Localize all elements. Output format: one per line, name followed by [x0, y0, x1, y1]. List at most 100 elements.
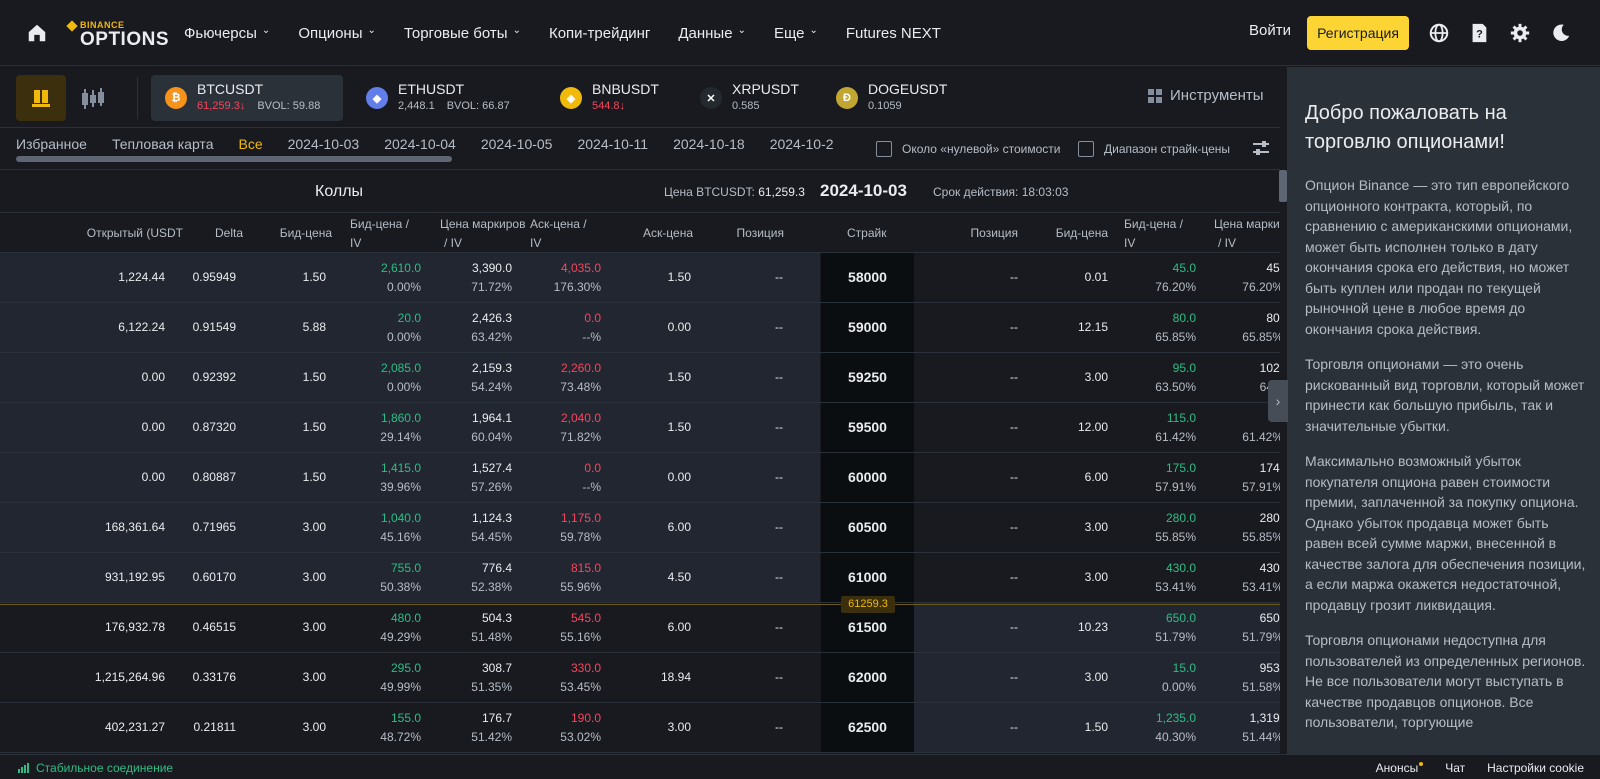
cell-pbidp[interactable]: 15.0 — [1172, 661, 1196, 675]
header-ask-iv[interactable]: Аск-цена / — [530, 217, 587, 231]
cell-delta[interactable]: 0.71965 — [192, 520, 236, 534]
cell-ask[interactable]: 18.94 — [660, 670, 691, 684]
cell-mark[interactable]: 1,124.3 — [471, 511, 512, 525]
cell-pmark[interactable]: 280. — [1259, 511, 1280, 525]
table-row[interactable]: 59500 0.00 0.87320 1.50 1,860.0 29.14% 1,964.1… — [0, 403, 1280, 453]
tab-4[interactable]: 2024-10-04 — [384, 136, 456, 152]
cell-open[interactable]: 6,122.24 — [118, 320, 165, 334]
nav-item-3[interactable]: Копи-трейдинг — [549, 25, 650, 42]
cell-mark[interactable]: 176.7 — [481, 711, 512, 725]
header-open-interest[interactable]: Открытый (USDT — [86, 226, 183, 240]
table-scrollbar[interactable] — [1279, 170, 1287, 202]
cell-pbidiv[interactable]: 65.85% — [1155, 330, 1196, 344]
cell-bidiv[interactable]: 39.96% — [380, 480, 421, 494]
register-button[interactable]: Регистрация — [1307, 16, 1409, 50]
cell-mark[interactable]: 1,964.1 — [471, 411, 512, 425]
login-link[interactable]: Войти — [1249, 22, 1291, 39]
cell-pbid[interactable]: 6.00 — [1084, 470, 1108, 484]
header-put-bid-size[interactable]: Бид-цена — [1055, 226, 1108, 240]
cell-ppos[interactable]: -- — [1010, 520, 1018, 534]
cell-pmarkiv[interactable]: 51.58% — [1242, 680, 1280, 694]
cell-bidp[interactable]: 755.0 — [390, 561, 421, 575]
header-position[interactable]: Позиция — [736, 226, 784, 240]
home-icon[interactable] — [26, 22, 48, 44]
cell-pbid[interactable]: 12.15 — [1077, 320, 1108, 334]
cell-ppos[interactable]: -- — [1010, 370, 1018, 384]
cell-pbidiv[interactable]: 63.50% — [1155, 380, 1196, 394]
cell-pos[interactable]: -- — [775, 320, 783, 334]
cell-bidp[interactable]: 2,610.0 — [380, 261, 421, 275]
cell-bid[interactable]: 3.00 — [302, 520, 326, 534]
cell-askp[interactable]: 1,175.0 — [560, 511, 601, 525]
cell-askp[interactable]: 330.0 — [570, 661, 601, 675]
cell-delta[interactable]: 0.46515 — [192, 620, 236, 634]
nav-item-5[interactable]: Еще ⌄ — [774, 25, 818, 42]
cell-pos[interactable]: -- — [775, 520, 783, 534]
cell-bidiv[interactable]: 48.72% — [380, 730, 421, 744]
cell-markiv[interactable]: 60.04% — [471, 430, 512, 444]
cell-pbidiv[interactable]: 57.91% — [1155, 480, 1196, 494]
cell-pmarkiv[interactable]: 61.42% — [1242, 430, 1280, 444]
cell-bid[interactable]: 1.50 — [302, 270, 326, 284]
cell-pos[interactable]: -- — [775, 670, 783, 684]
cell-askiv[interactable]: 55.16% — [560, 630, 601, 644]
strike-price[interactable]: 62000 — [821, 653, 914, 702]
cell-bidp[interactable]: 1,860.0 — [380, 411, 421, 425]
cell-bid[interactable]: 1.50 — [302, 420, 326, 434]
cell-pbid[interactable]: 12.00 — [1077, 420, 1108, 434]
cell-pos[interactable]: -- — [775, 420, 783, 434]
cell-markiv[interactable]: 54.24% — [471, 380, 512, 394]
tab-3[interactable]: 2024-10-03 — [287, 136, 360, 152]
cell-bidiv[interactable]: 49.29% — [380, 630, 421, 644]
cell-bidiv[interactable]: 49.99% — [380, 680, 421, 694]
tab-7[interactable]: 2024-10-18 — [673, 136, 745, 152]
strike-price[interactable]: 60000 — [821, 453, 914, 502]
cell-ask[interactable]: 0.00 — [667, 470, 691, 484]
checkbox-box[interactable] — [1078, 141, 1094, 157]
tab-6[interactable]: 2024-10-11 — [577, 136, 649, 152]
cell-bid[interactable]: 1.50 — [302, 470, 326, 484]
chat-link[interactable]: Чат — [1445, 761, 1466, 775]
cell-bidiv[interactable]: 29.14% — [380, 430, 421, 444]
cell-pbidp[interactable]: 280.0 — [1165, 511, 1196, 525]
help-document-icon[interactable]: ? — [1468, 22, 1490, 44]
cell-pbidiv[interactable]: 76.20% — [1155, 280, 1196, 294]
table-row[interactable]: 62500 402,231.27 0.21811 3.00 155.0 48.72% 176… — [0, 703, 1280, 753]
cell-askiv[interactable]: 59.78% — [560, 530, 601, 544]
cell-askiv[interactable]: 71.82% — [560, 430, 601, 444]
sliders-icon[interactable] — [1251, 138, 1271, 158]
table-row[interactable]: 62000 1,215,264.96 0.33176 3.00 295.0 49.99% 3… — [0, 653, 1280, 703]
gear-icon[interactable] — [1509, 22, 1531, 44]
cell-markiv[interactable]: 51.48% — [471, 630, 512, 644]
instruments-button[interactable]: Инструменты — [1148, 87, 1264, 104]
cell-pmarkiv[interactable]: 55.85% — [1242, 530, 1280, 544]
table-row[interactable]: 59250 0.00 0.92392 1.50 2,085.0 0.00% 2,159.3 5… — [0, 353, 1280, 403]
cell-pmark[interactable]: 1,319. — [1249, 711, 1280, 725]
tabs-scrollbar[interactable] — [16, 156, 452, 162]
ticker-btcusdt[interactable]: ₿ BTCUSDT 61,259.3↓ BVOL: 59.88 — [151, 75, 343, 121]
cell-ask[interactable]: 3.00 — [667, 720, 691, 734]
strike-price[interactable]: 59000 — [821, 303, 914, 352]
cell-pos[interactable]: -- — [775, 370, 783, 384]
moon-icon[interactable] — [1550, 22, 1572, 44]
collapse-panel-button[interactable]: › — [1268, 380, 1288, 422]
table-row[interactable]: 60000 0.00 0.80887 1.50 1,415.0 39.96% 1,527.4… — [0, 453, 1280, 503]
cell-pmarkiv[interactable]: 51.44% — [1242, 730, 1280, 744]
cell-pmark[interactable]: 953. — [1259, 661, 1280, 675]
cell-pbidiv[interactable]: 0.00% — [1161, 680, 1196, 694]
strike-range-checkbox[interactable]: Диапазон страйк-цены — [1078, 141, 1230, 157]
cell-pmark[interactable]: 650. — [1259, 611, 1280, 625]
cell-askp[interactable]: 190.0 — [570, 711, 601, 725]
cell-pmark[interactable]: 430. — [1259, 561, 1280, 575]
cell-delta[interactable]: 0.95949 — [192, 270, 236, 284]
cell-bid[interactable]: 3.00 — [302, 670, 326, 684]
cell-pbid[interactable]: 0.01 — [1084, 270, 1108, 284]
cell-pbidiv[interactable]: 55.85% — [1155, 530, 1196, 544]
cookie-settings-link[interactable]: Настройки cookie — [1487, 761, 1584, 775]
header-mark-iv[interactable]: Цена маркиров — [440, 217, 526, 231]
table-row[interactable]: 61000 931,192.95 0.60170 3.00 755.0 50.38% 776… — [0, 553, 1280, 603]
cell-askp[interactable]: 2,260.0 — [560, 361, 601, 375]
cell-ppos[interactable]: -- — [1010, 320, 1018, 334]
cell-delta[interactable]: 0.21811 — [193, 720, 237, 734]
ticker-xrpusdt[interactable]: ✕ XRPUSDT 0.585 — [686, 75, 816, 121]
